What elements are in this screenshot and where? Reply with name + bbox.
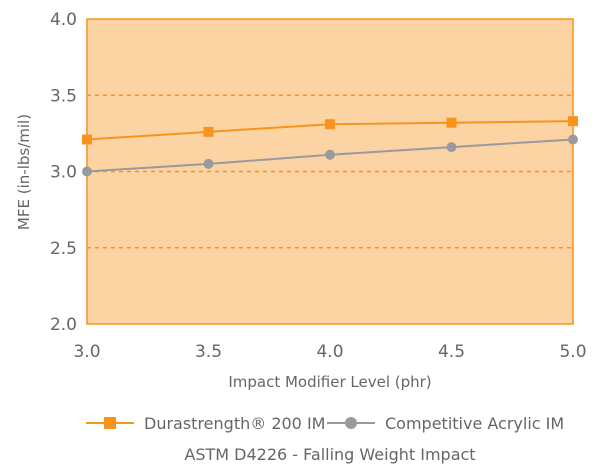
x-tick-label: 3.5 bbox=[195, 342, 222, 362]
x-tick-labels: 3.0 3.5 4.0 4.5 5.0 bbox=[73, 342, 586, 362]
chart-subtitle: ASTM D4226 - Falling Weight Impact bbox=[184, 445, 475, 464]
legend-label: Competitive Acrylic IM bbox=[385, 414, 564, 433]
x-tick-label: 3.0 bbox=[73, 342, 100, 362]
y-tick-labels: 2.0 2.5 3.0 3.5 4.0 bbox=[50, 10, 77, 335]
data-point bbox=[446, 117, 457, 128]
x-tick-label: 5.0 bbox=[559, 342, 586, 362]
data-point bbox=[325, 119, 335, 130]
data-point bbox=[82, 134, 92, 145]
gridlines bbox=[87, 94, 573, 249]
data-point bbox=[568, 134, 578, 145]
y-tick-label: 3.5 bbox=[50, 86, 77, 106]
legend: Durastrength® 200 IM Competitive Acrylic … bbox=[86, 414, 564, 433]
data-point bbox=[446, 142, 457, 153]
data-point bbox=[203, 126, 214, 137]
y-tick-label: 2.0 bbox=[50, 315, 77, 335]
y-axis-title: MFE (in-lbs/mil) bbox=[15, 114, 33, 230]
legend-marker bbox=[345, 417, 357, 429]
y-tick-label: 4.0 bbox=[50, 10, 77, 30]
y-tick-label: 2.5 bbox=[50, 239, 77, 259]
data-point bbox=[82, 166, 92, 177]
x-tick-label: 4.5 bbox=[438, 342, 465, 362]
data-point bbox=[568, 116, 578, 127]
legend-label: Durastrength® 200 IM bbox=[144, 414, 325, 433]
series-layer bbox=[82, 116, 578, 177]
y-tick-label: 3.0 bbox=[50, 163, 77, 183]
x-axis-title: Impact Modifier Level (phr) bbox=[228, 373, 431, 391]
legend-marker bbox=[104, 417, 116, 429]
x-tick-label: 4.0 bbox=[316, 342, 343, 362]
data-point bbox=[325, 149, 335, 160]
data-point bbox=[203, 158, 214, 169]
